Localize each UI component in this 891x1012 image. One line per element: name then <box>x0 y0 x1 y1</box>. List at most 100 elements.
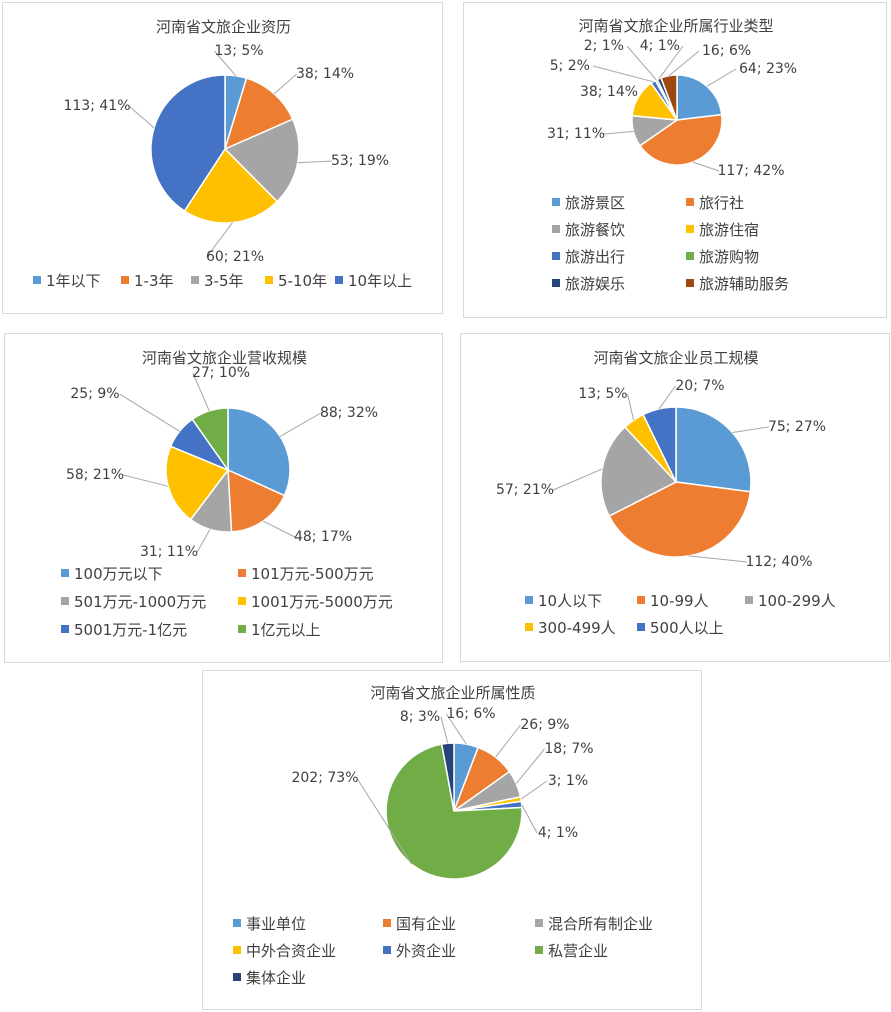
leader-line <box>658 45 684 79</box>
data-label: 25; 9% <box>70 386 119 402</box>
chart-panel-qualification: 河南省文旅企业资历 13; 5% 38; 14% 53; 19% 60; 21% 113;… <box>2 2 443 314</box>
legend-swatch <box>686 198 694 206</box>
legend-swatch <box>383 919 391 927</box>
data-label: 60; 21% <box>206 249 264 265</box>
legend-swatch <box>552 225 560 233</box>
legend-swatch <box>745 596 753 604</box>
leader-line <box>128 105 155 129</box>
legend-swatch <box>552 252 560 260</box>
data-label: 3; 1% <box>548 773 588 789</box>
leader-line <box>627 393 635 421</box>
data-label: 112; 40% <box>745 554 812 570</box>
leader-line <box>688 555 748 563</box>
legend-swatch <box>383 946 391 954</box>
leader-line <box>123 474 169 487</box>
data-label: 48; 17% <box>294 529 352 545</box>
pie-slice-4 <box>165 445 230 521</box>
legend-item: 国有企业 <box>396 915 456 933</box>
legend-item: 5-10年 <box>278 272 327 290</box>
chart-title: 河南省文旅企业资历 <box>156 18 291 36</box>
leader-line <box>520 780 548 800</box>
data-label: 4; 1% <box>538 825 578 841</box>
data-label: 64; 23% <box>739 61 797 77</box>
pie-slice-2 <box>223 77 294 151</box>
pie-slice-6 <box>385 743 523 880</box>
leader-line <box>732 426 769 433</box>
legend-item: 3-5年 <box>204 272 244 290</box>
data-label: 5; 2% <box>550 58 590 74</box>
legend-item: 10人以下 <box>538 592 602 610</box>
legend-item: 旅游娱乐 <box>565 275 625 293</box>
data-label: 202; 73% <box>291 770 358 786</box>
leader-line <box>214 50 237 77</box>
data-label: 4; 1% <box>640 38 680 54</box>
data-label: 113; 41% <box>63 98 130 114</box>
legend-item: 500人以上 <box>650 619 724 637</box>
leader-line <box>553 468 603 491</box>
pie-chart-qualification: 河南省文旅企业资历 13; 5% 38; 14% 53; 19% 60; 21% 113;… <box>33 18 412 290</box>
data-label: 38; 14% <box>296 66 354 82</box>
leader-line <box>626 45 657 81</box>
legend-item: 旅游景区 <box>565 194 625 212</box>
leader-line <box>297 160 332 164</box>
chart-panel-revenue-scale: 河南省文旅企业营收规模 88; 32% 48; 17% 31; 11% 58; 21% 2… <box>4 333 443 663</box>
leader-line <box>495 724 521 758</box>
pie-slice-4 <box>183 147 279 224</box>
pie-slice-2 <box>608 481 752 558</box>
legend-swatch <box>233 946 241 954</box>
legend-swatch <box>535 919 543 927</box>
legend-item: 501万元-1000万元 <box>74 593 206 611</box>
legend-swatch <box>265 276 273 284</box>
pie-chart-revenue-scale: 河南省文旅企业营收规模 88; 32% 48; 17% 31; 11% 58; 21% 2… <box>61 349 393 639</box>
data-label: 58; 21% <box>66 467 124 483</box>
leader-line <box>279 412 322 437</box>
pie-slice-1 <box>227 407 291 497</box>
pie-chart-ownership: 河南省文旅企业所属性质 16; 6% 26; 9% 18; 7% 3; 1% 4; 1% 2… <box>233 684 653 987</box>
leader-line <box>273 73 298 95</box>
pie-slice-2 <box>638 113 723 166</box>
chart-title: 河南省文旅企业员工规模 <box>593 349 758 367</box>
legend-swatch <box>552 198 560 206</box>
data-label: 13; 5% <box>214 43 263 59</box>
data-label: 27; 10% <box>192 365 250 381</box>
legend-item: 1-3年 <box>134 272 174 290</box>
legend-item: 旅游辅助服务 <box>699 275 789 293</box>
legend-item: 旅游出行 <box>565 248 625 266</box>
legend-item: 100万元以下 <box>74 565 163 583</box>
leader-line <box>604 130 634 135</box>
data-label: 31; 11% <box>140 544 198 560</box>
legend-item: 旅游住宿 <box>699 221 759 239</box>
legend-swatch <box>61 569 69 577</box>
pie-slice-1 <box>675 406 752 493</box>
legend-swatch <box>33 276 41 284</box>
legend-swatch <box>637 623 645 631</box>
chart-panel-ownership: 河南省文旅企业所属性质 16; 6% 26; 9% 18; 7% 3; 1% 4; 1% 2… <box>202 670 702 1010</box>
legend-swatch <box>238 569 246 577</box>
data-label: 75; 27% <box>768 419 826 435</box>
leader-line <box>119 393 180 432</box>
data-label: 53; 19% <box>331 153 389 169</box>
legend-swatch <box>686 225 694 233</box>
pie-slice-2 <box>227 468 286 533</box>
data-label: 20; 7% <box>675 378 724 394</box>
legend-item: 100-299人 <box>758 592 836 610</box>
legend-swatch <box>233 919 241 927</box>
legend-item: 外资企业 <box>396 942 456 960</box>
legend-swatch <box>552 279 560 287</box>
legend-swatch <box>535 946 543 954</box>
legend-item: 私营企业 <box>548 942 608 960</box>
leader-line <box>192 372 210 412</box>
legend-swatch <box>525 596 533 604</box>
legend-swatch <box>191 276 199 284</box>
legend-item: 300-499人 <box>538 619 616 637</box>
pie-slice-3 <box>223 118 300 203</box>
chart-title: 河南省文旅企业所属性质 <box>370 684 535 702</box>
legend-swatch <box>686 252 694 260</box>
data-label: 8; 3% <box>400 709 440 725</box>
legend-item: 事业单位 <box>246 915 306 933</box>
leader-line <box>521 804 538 834</box>
data-label: 16; 6% <box>446 706 495 722</box>
legend-swatch <box>61 625 69 633</box>
legend-item: 1年以下 <box>46 272 101 290</box>
leader-line <box>262 520 296 538</box>
